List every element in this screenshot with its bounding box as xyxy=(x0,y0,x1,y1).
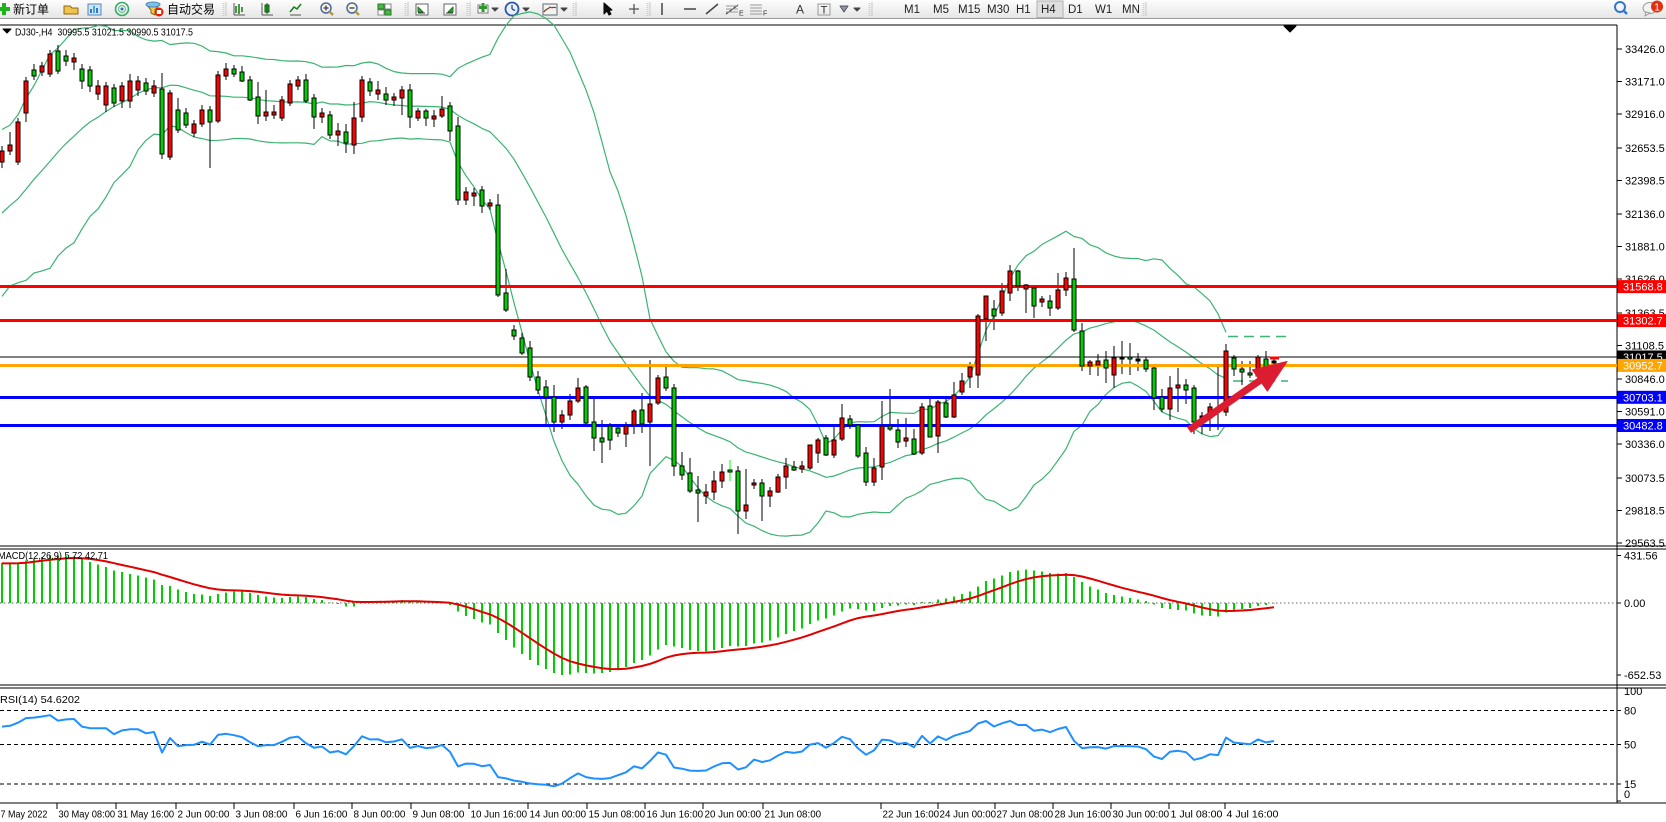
svg-text:31108.5: 31108.5 xyxy=(1625,340,1664,352)
svg-text:27 May 2022: 27 May 2022 xyxy=(0,810,48,821)
svg-text:H1: H1 xyxy=(1016,4,1031,16)
svg-text:M15: M15 xyxy=(958,4,980,16)
svg-text:4 Jul 16:00: 4 Jul 16:00 xyxy=(1227,810,1279,821)
svg-text:W1: W1 xyxy=(1095,4,1112,16)
svg-text:10 Jun 16:00: 10 Jun 16:00 xyxy=(471,810,528,821)
svg-text:22 Jun 16:00: 22 Jun 16:00 xyxy=(883,810,940,821)
svg-text:30846.0: 30846.0 xyxy=(1625,374,1665,386)
svg-text:431.56: 431.56 xyxy=(1624,550,1658,562)
svg-text:30482.8: 30482.8 xyxy=(1623,421,1663,433)
svg-text:MACD(12,26,9) 5.72 42.71: MACD(12,26,9) 5.72 42.71 xyxy=(0,550,108,562)
svg-text:32653.5: 32653.5 xyxy=(1625,143,1665,155)
svg-text:14 Jun 00:00: 14 Jun 00:00 xyxy=(530,810,587,821)
svg-text:16 Jun 16:00: 16 Jun 16:00 xyxy=(647,810,704,821)
svg-text:2 Jun 00:00: 2 Jun 00:00 xyxy=(178,810,230,821)
svg-text:30336.0: 30336.0 xyxy=(1625,439,1665,451)
svg-text:31568.8: 31568.8 xyxy=(1623,282,1663,294)
svg-text:0: 0 xyxy=(1624,789,1630,801)
svg-text:1: 1 xyxy=(1654,3,1660,14)
svg-text:0.00: 0.00 xyxy=(1624,598,1645,610)
svg-text:30 May 08:00: 30 May 08:00 xyxy=(59,810,116,821)
svg-text:31302.7: 31302.7 xyxy=(1623,316,1663,328)
svg-text:A: A xyxy=(796,3,804,17)
svg-text:-652.53: -652.53 xyxy=(1624,670,1661,682)
svg-text:31 May 16:00: 31 May 16:00 xyxy=(118,810,175,821)
svg-text:F: F xyxy=(763,11,767,18)
svg-text:29563.5: 29563.5 xyxy=(1625,538,1665,550)
svg-text:M5: M5 xyxy=(933,4,949,16)
svg-text:30073.5: 30073.5 xyxy=(1625,473,1665,485)
svg-text:H4: H4 xyxy=(1041,4,1056,16)
svg-text:30952.7: 30952.7 xyxy=(1623,360,1663,372)
svg-text:MN: MN xyxy=(1122,4,1140,16)
svg-text:DJ30-,H4 30995.5 31021.5 3099: DJ30-,H4 30995.5 31021.5 30990.5 31017.5 xyxy=(15,27,193,39)
svg-text:T: T xyxy=(821,5,828,17)
svg-text:30703.1: 30703.1 xyxy=(1623,392,1663,404)
svg-text:21 Jun 08:00: 21 Jun 08:00 xyxy=(765,810,822,821)
svg-text:32916.0: 32916.0 xyxy=(1625,109,1665,121)
svg-text:自动交易: 自动交易 xyxy=(167,2,215,17)
svg-text:50: 50 xyxy=(1624,740,1636,752)
svg-text:M1: M1 xyxy=(904,4,920,16)
svg-text:8 Jun 00:00: 8 Jun 00:00 xyxy=(354,810,406,821)
svg-text:20 Jun 00:00: 20 Jun 00:00 xyxy=(705,810,762,821)
svg-text:D1: D1 xyxy=(1068,4,1083,16)
svg-text:15: 15 xyxy=(1624,779,1636,791)
svg-text:33426.0: 33426.0 xyxy=(1625,44,1665,56)
svg-text:100: 100 xyxy=(1624,686,1642,698)
svg-text:31881.0: 31881.0 xyxy=(1625,242,1665,254)
svg-text:1 Jul 08:00: 1 Jul 08:00 xyxy=(1171,810,1223,821)
svg-text:15 Jun 08:00: 15 Jun 08:00 xyxy=(589,810,646,821)
svg-text:28 Jun 16:00: 28 Jun 16:00 xyxy=(1055,810,1112,821)
svg-text:27 Jun 08:00: 27 Jun 08:00 xyxy=(997,810,1054,821)
svg-text:24 Jun 00:00: 24 Jun 00:00 xyxy=(940,810,997,821)
svg-text:32398.5: 32398.5 xyxy=(1625,175,1665,187)
svg-text:33171.0: 33171.0 xyxy=(1625,77,1665,89)
svg-text:30 Jun 00:00: 30 Jun 00:00 xyxy=(1113,810,1170,821)
svg-text:E: E xyxy=(739,11,744,18)
svg-text:9 Jun 08:00: 9 Jun 08:00 xyxy=(413,810,465,821)
svg-text:6 Jun 16:00: 6 Jun 16:00 xyxy=(296,810,348,821)
svg-text:80: 80 xyxy=(1624,706,1636,718)
svg-text:RSI(14) 54.6202: RSI(14) 54.6202 xyxy=(0,694,80,706)
svg-text:30591.0: 30591.0 xyxy=(1625,407,1665,419)
svg-text:32136.0: 32136.0 xyxy=(1625,209,1665,221)
svg-text:新订单: 新订单 xyxy=(13,2,49,17)
svg-text:M30: M30 xyxy=(987,4,1009,16)
svg-text:3 Jun 08:00: 3 Jun 08:00 xyxy=(236,810,288,821)
svg-text:29818.5: 29818.5 xyxy=(1625,505,1665,517)
